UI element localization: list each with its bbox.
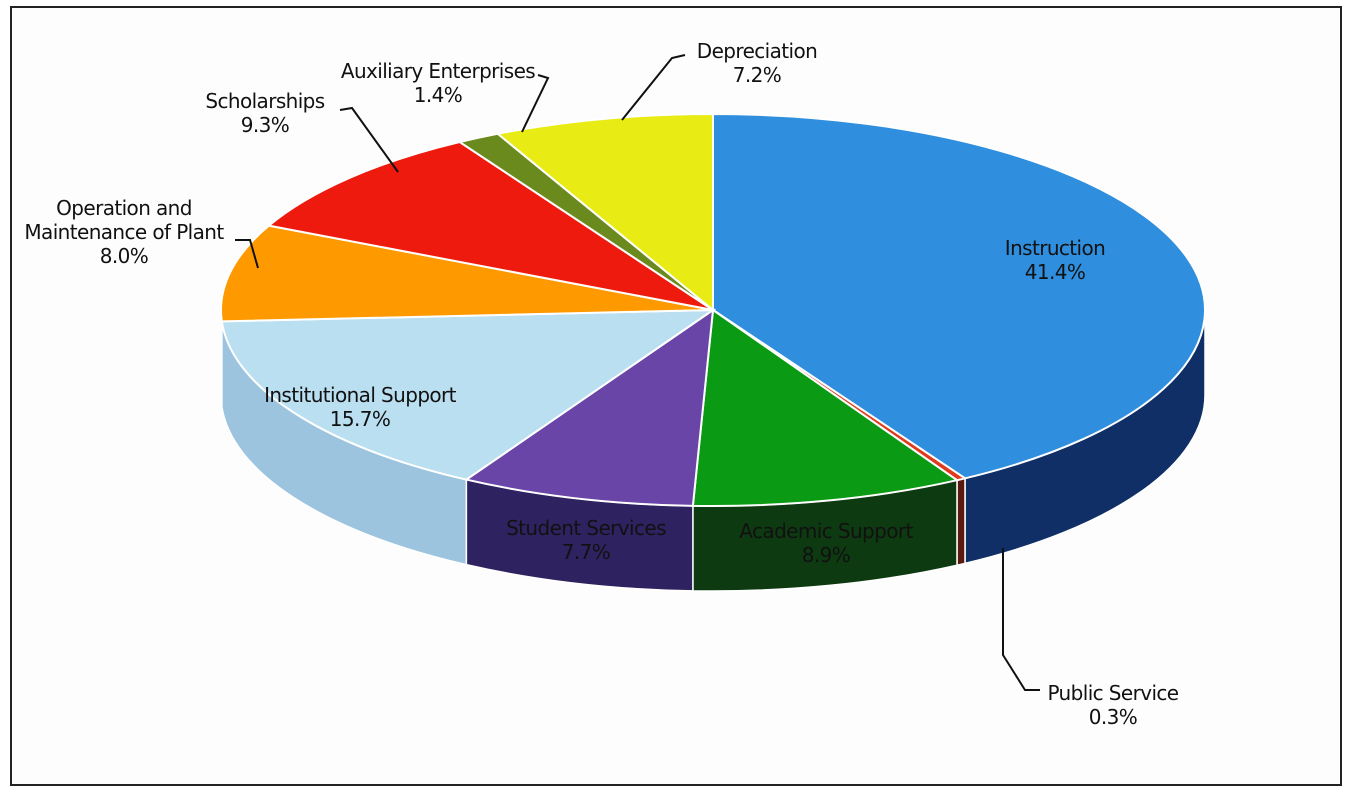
slice-label-public-service: Public Service (1047, 681, 1178, 705)
slice-label-operation-and-maintenance-of-plant: Maintenance of Plant (24, 220, 224, 244)
slice-depreciation (495, 112, 714, 313)
slice-label-instruction: Instruction (1005, 236, 1105, 260)
leader-line-operation-and-maintenance-of-plant (235, 239, 259, 269)
slice-label-academic-support: Academic Support (739, 519, 913, 543)
slice-academic-support (691, 308, 960, 507)
slice-value-public-service: 0.3% (1089, 705, 1137, 729)
slice-value-auxiliary-enterprises: 1.4% (414, 83, 462, 107)
slice-value-depreciation: 7.2% (733, 63, 781, 87)
slice-student-services (463, 307, 715, 507)
slice-label-auxiliary-enterprises: Auxiliary Enterprises (341, 59, 535, 83)
slice-value-instruction: 41.4% (1025, 260, 1086, 284)
slice-value-operation-and-maintenance-of-plant: 8.0% (100, 244, 148, 268)
slice-value-student-services: 7.7% (562, 540, 610, 564)
slice-institutional-support (220, 308, 717, 481)
slice-label-scholarships: Scholarships (205, 89, 324, 113)
leader-line-auxiliary-enterprises (521, 74, 550, 133)
slice-label-depreciation: Depreciation (697, 39, 817, 63)
slice-operation-and-maintenance-of-plant (220, 224, 714, 323)
slice-label-student-services: Student Services (506, 516, 666, 540)
slice-value-scholarships: 9.3% (241, 113, 289, 137)
pie-top-faces (220, 112, 1206, 507)
slice-value-academic-support: 8.9% (802, 543, 850, 567)
leader-line-public-service (1002, 548, 1040, 691)
slice-label-operation-and-maintenance-of-plant: Operation and (56, 196, 192, 220)
side-wall-public-service (956, 477, 966, 567)
leader-line-depreciation (621, 54, 686, 121)
slice-instruction (712, 112, 1206, 480)
slice-scholarships (266, 140, 714, 311)
leader-line-scholarships (339, 106, 399, 173)
pie-side-walls (220, 309, 1206, 592)
slice-label-institutional-support: Institutional Support (264, 383, 457, 407)
slice-value-institutional-support: 15.7% (330, 407, 391, 431)
